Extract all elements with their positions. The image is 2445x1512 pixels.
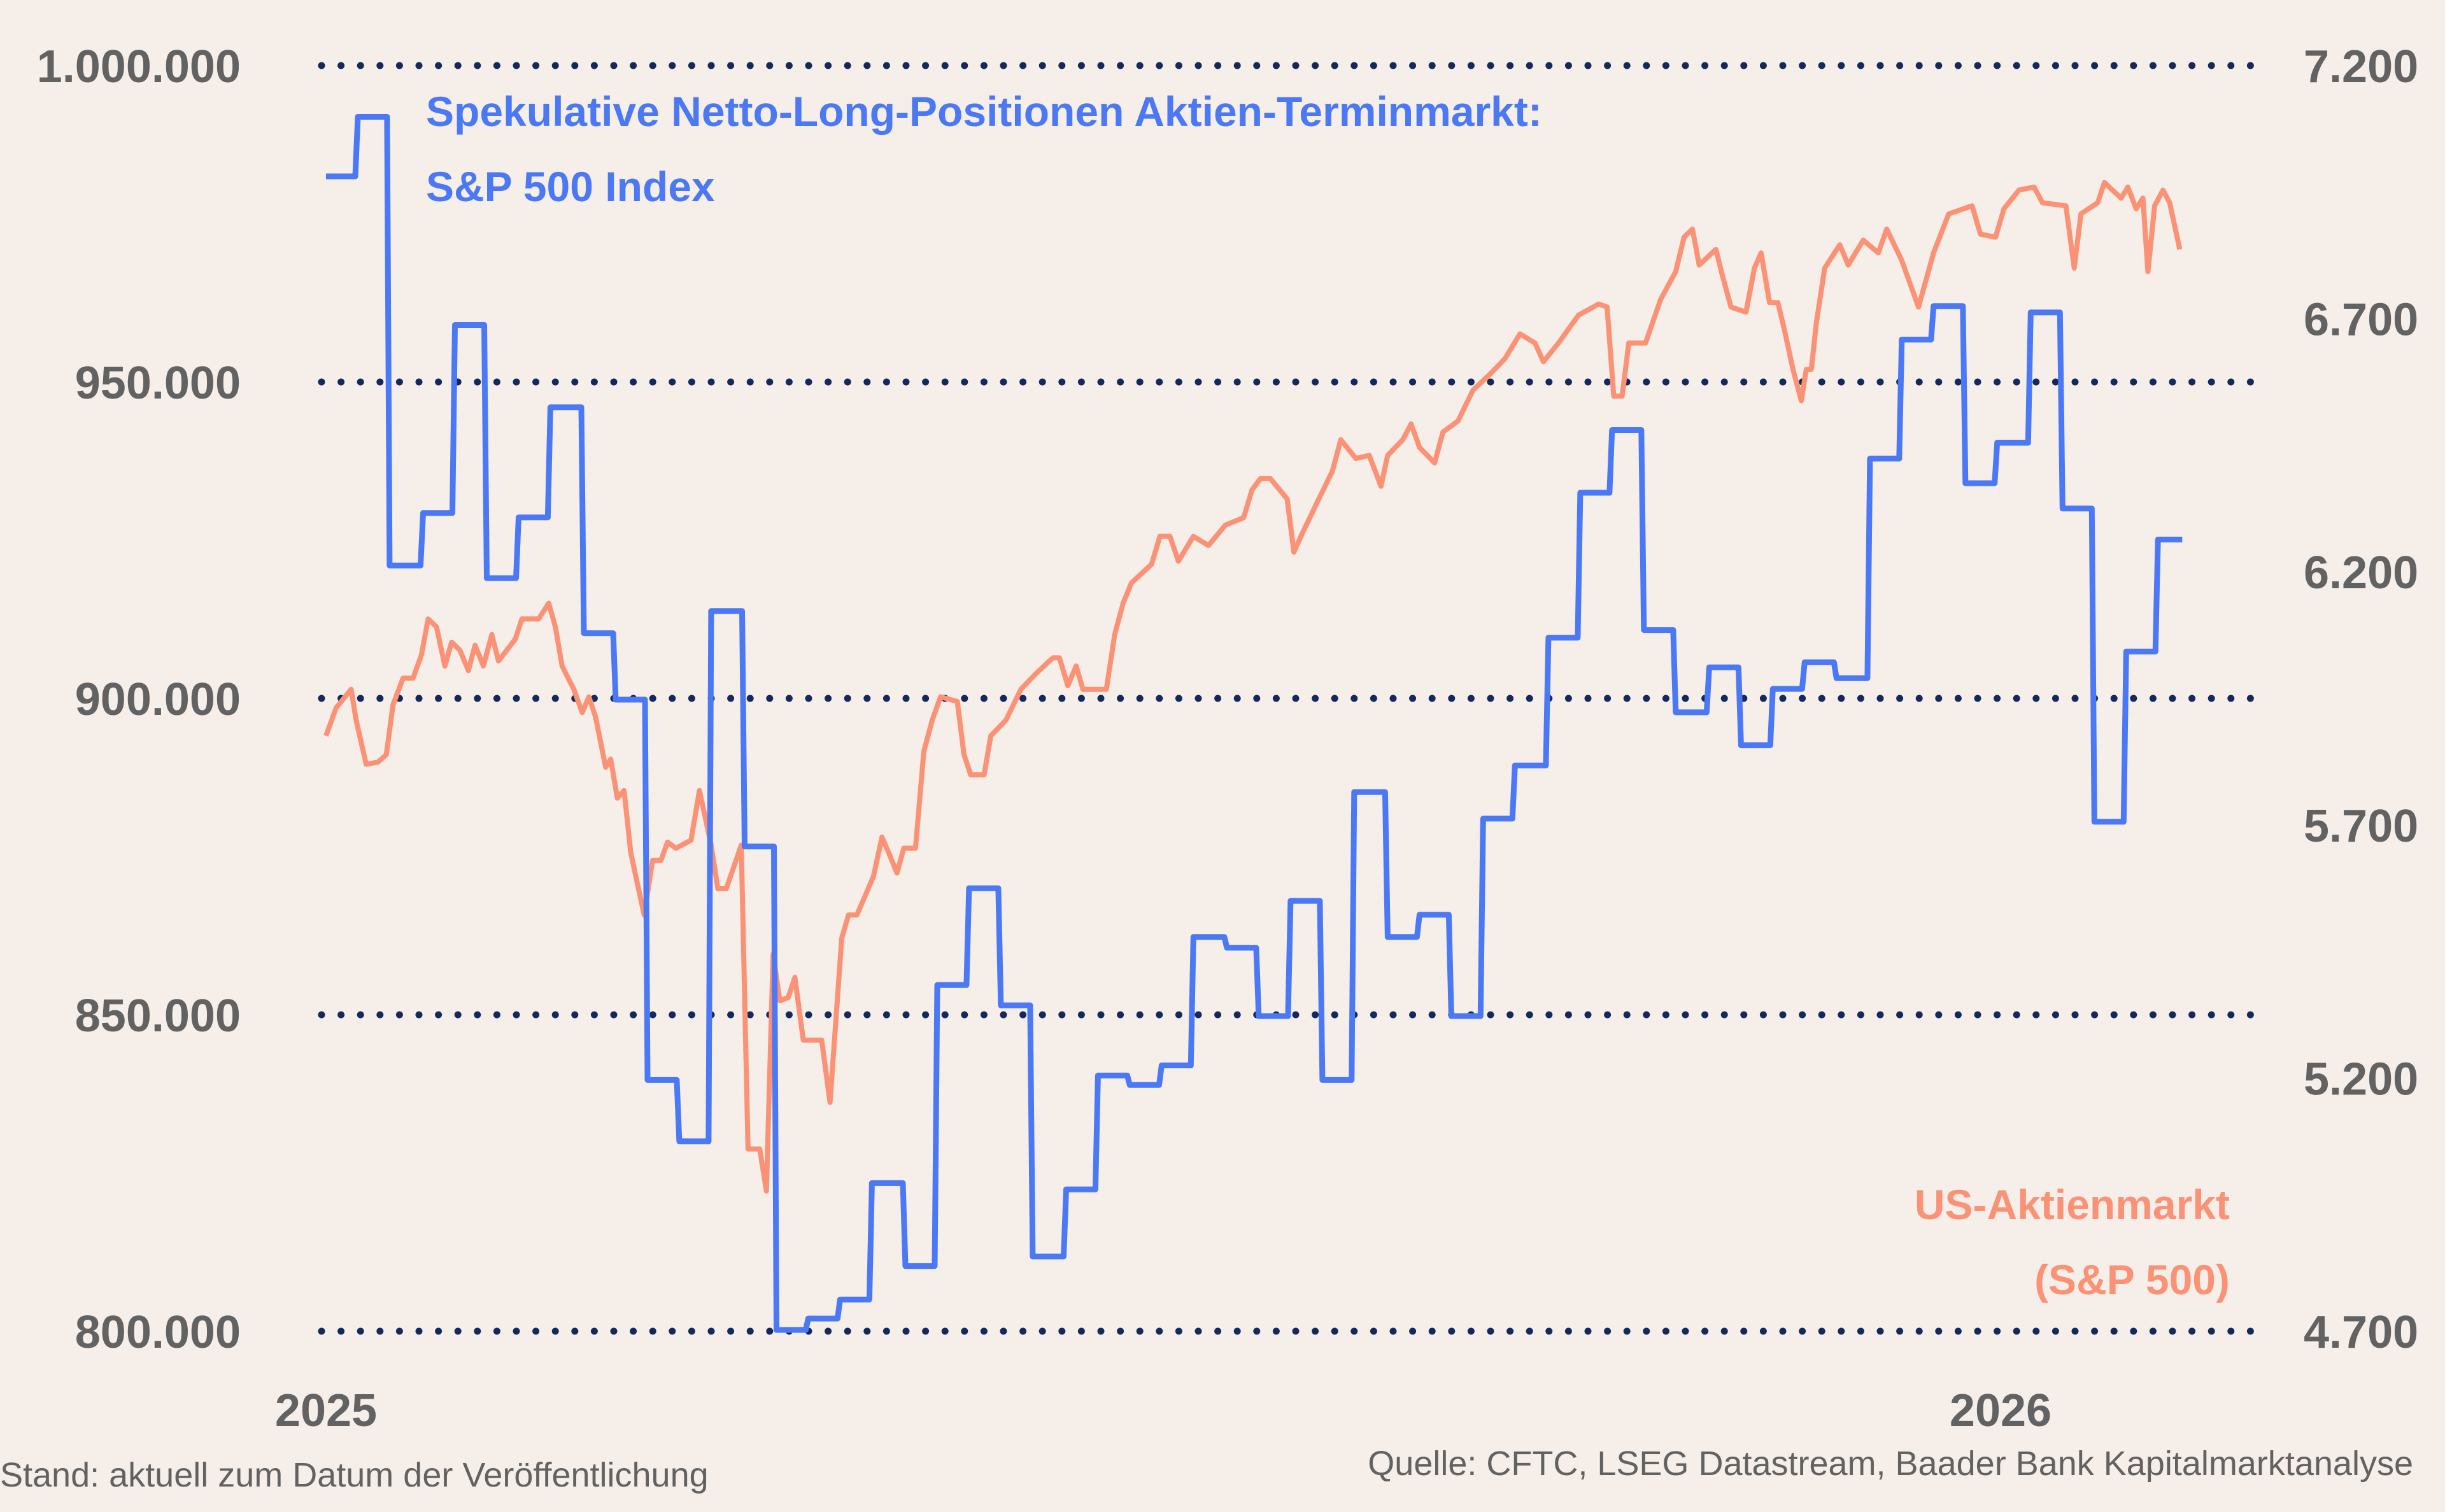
positions-series-label-line1: Spekulative Netto-Long-Positionen Aktien… bbox=[426, 88, 1542, 135]
net-long-positions-line bbox=[326, 114, 2183, 1333]
sp500-series-label-line1: US-Aktienmarkt bbox=[1915, 1181, 2230, 1228]
sp500-line bbox=[323, 180, 2183, 1194]
x-tick-label: 2025 bbox=[275, 1385, 377, 1436]
right-tick-label: 6.700 bbox=[2304, 295, 2418, 346]
right-tick-label: 6.200 bbox=[2304, 548, 2418, 598]
right-tick-label: 7.200 bbox=[2304, 41, 2418, 92]
series-lines bbox=[323, 114, 2183, 1333]
left-tick-label: 850.000 bbox=[75, 991, 241, 1042]
left-tick-label: 950.000 bbox=[75, 358, 241, 409]
left-tick-label: 800.000 bbox=[75, 1307, 241, 1358]
left-tick-label: 1.000.000 bbox=[37, 41, 241, 92]
x-tick-label: 2026 bbox=[1950, 1385, 2052, 1436]
gridlines bbox=[318, 62, 2261, 1335]
footer-source: Quelle: CFTC, LSEG Datastream, Baader Ba… bbox=[1368, 1445, 2413, 1483]
right-axis: 4.700 5.200 5.700 6.200 6.700 7.200 bbox=[2304, 41, 2418, 1358]
right-tick-label: 5.200 bbox=[2304, 1054, 2418, 1105]
right-tick-label: 4.700 bbox=[2304, 1307, 2418, 1358]
x-axis: 2025 2026 bbox=[275, 1385, 2052, 1436]
footer-status: Stand: aktuell zum Datum der Veröffentli… bbox=[0, 1456, 709, 1494]
sp500-series-label-line2: (S&P 500) bbox=[2034, 1256, 2230, 1303]
positions-series-label-line2: S&P 500 Index bbox=[426, 163, 715, 210]
left-tick-label: 900.000 bbox=[75, 674, 241, 725]
left-axis: 800.000 850.000 900.000 950.000 1.000.000 bbox=[37, 41, 241, 1358]
right-tick-label: 5.700 bbox=[2304, 801, 2418, 852]
